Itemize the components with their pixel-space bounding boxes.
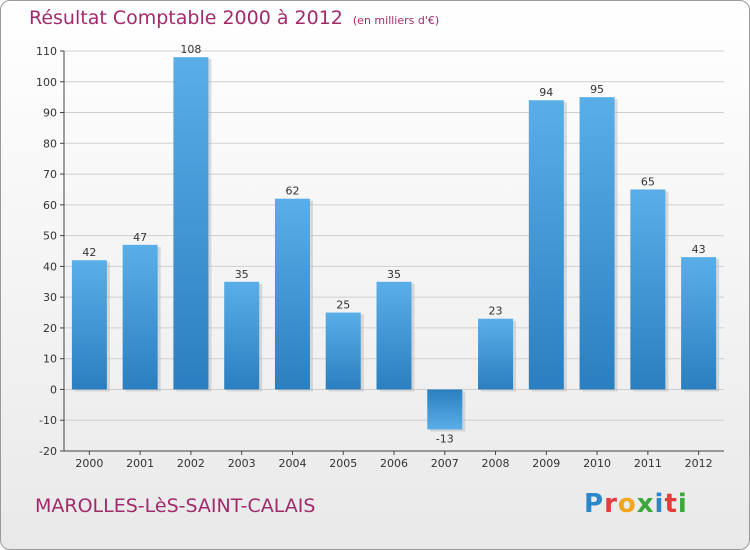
y-tick-label: 30 (43, 291, 57, 304)
bar (173, 57, 209, 390)
y-tick-label: 60 (43, 199, 57, 212)
bar (224, 281, 260, 390)
bar-value-label: 42 (82, 246, 96, 259)
bar-value-label: 47 (133, 231, 147, 244)
x-tick-label: 2006 (380, 457, 408, 470)
x-tick-label: 2010 (583, 457, 611, 470)
x-tick-label: 2009 (532, 457, 560, 470)
chart-title: Résultat Comptable 2000 à 2012 (en millie… (29, 7, 439, 29)
x-tick-label: 2003 (228, 457, 256, 470)
x-tick-label: 2002 (177, 457, 205, 470)
bar-value-label: 94 (539, 86, 553, 99)
logo-letter: i (654, 489, 665, 519)
y-tick-label: 70 (43, 168, 57, 181)
logo-letter: i (677, 489, 688, 519)
x-tick-label: 2008 (482, 457, 510, 470)
bar (325, 312, 361, 390)
x-tick-label: 2011 (634, 457, 662, 470)
bar-value-label: 23 (489, 305, 503, 318)
y-tick-label: 20 (43, 322, 57, 335)
bar (274, 198, 310, 390)
bar (376, 281, 412, 390)
bar-value-label: 95 (590, 83, 604, 96)
chart-subtitle: (en milliers d'€) (352, 14, 440, 27)
x-tick-label: 2000 (75, 457, 103, 470)
bar (122, 244, 158, 390)
bar-value-label: 35 (235, 268, 249, 281)
y-tick-label: -10 (39, 414, 57, 427)
bar (427, 389, 463, 430)
logo-letter: x (636, 489, 655, 519)
y-tick-label: 10 (43, 353, 57, 366)
bar (478, 318, 514, 390)
bar (71, 260, 107, 390)
y-tick-label: 50 (43, 230, 57, 243)
y-tick-label: 80 (43, 137, 57, 150)
y-tick-label: 100 (36, 76, 57, 89)
chart-title-text: Résultat Comptable 2000 à 2012 (29, 7, 343, 29)
y-tick-label: 0 (50, 383, 57, 396)
logo-letter: r (604, 489, 618, 519)
bar-value-label: 35 (387, 268, 401, 281)
x-tick-label: 2001 (126, 457, 154, 470)
proxiti-logo: Proxiti (584, 489, 688, 519)
x-tick-label: 2007 (431, 457, 459, 470)
bar (681, 257, 717, 390)
bar-value-label: 43 (692, 243, 706, 256)
y-tick-label: 40 (43, 260, 57, 273)
bar (528, 100, 564, 390)
y-tick-label: -20 (39, 445, 57, 458)
y-tick-label: 90 (43, 107, 57, 120)
bar-value-label: 65 (641, 175, 655, 188)
bar (579, 97, 615, 390)
y-tick-label: 110 (36, 45, 57, 58)
x-tick-label: 2004 (278, 457, 306, 470)
bar-value-label: 62 (285, 185, 299, 198)
bar-value-label: 108 (180, 43, 201, 56)
logo-letter: o (617, 489, 637, 519)
x-tick-label: 2005 (329, 457, 357, 470)
x-tick-label: 2012 (685, 457, 713, 470)
location-name: MAROLLES-LèS-SAINT-CALAIS (35, 495, 316, 517)
bar-value-label: 25 (336, 299, 350, 312)
logo-letter: P (584, 489, 605, 519)
bar (630, 189, 666, 390)
bar-value-label: -13 (436, 432, 454, 445)
logo-letter: t (664, 489, 678, 519)
